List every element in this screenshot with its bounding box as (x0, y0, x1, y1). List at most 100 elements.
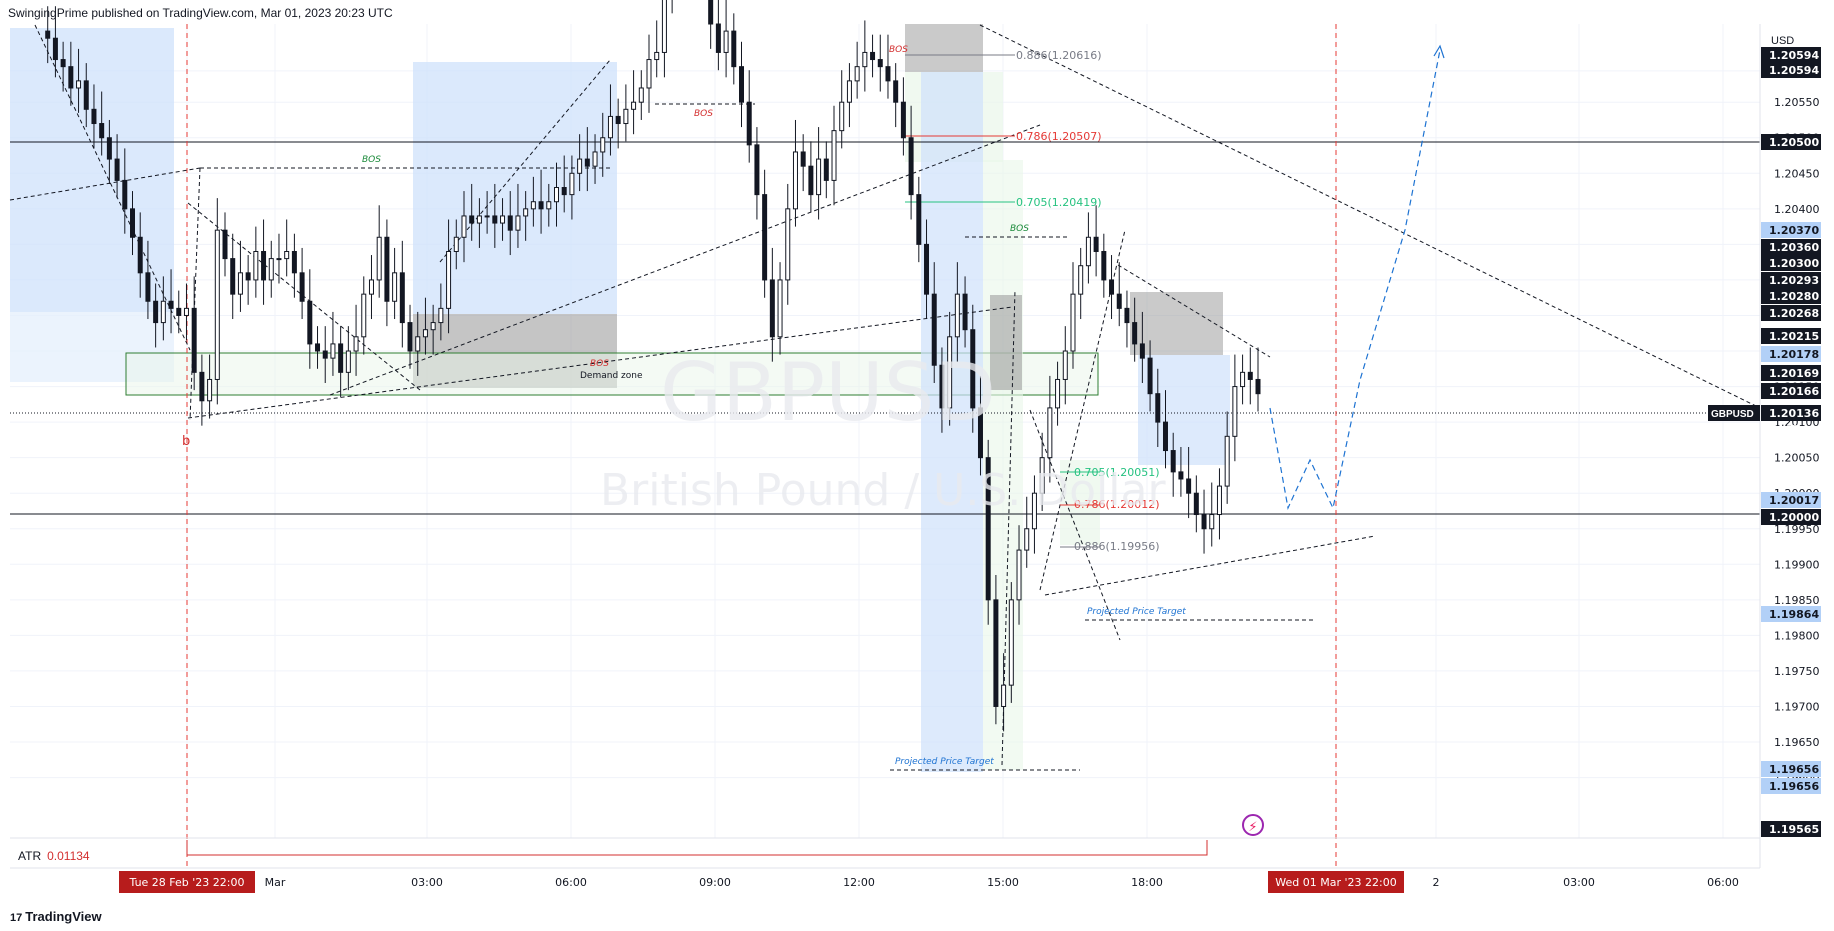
atr-name: ATR (18, 849, 42, 863)
candle-up (353, 336, 359, 352)
tradingview-logo-icon: 17 (10, 912, 23, 924)
candle-up (430, 322, 436, 331)
time-tick-label: 2 (1433, 876, 1440, 889)
candle-up (947, 336, 953, 409)
price-tag-bg (1761, 134, 1821, 150)
price-tag-label: 1.19864 (1769, 608, 1819, 621)
candle-down (168, 300, 174, 309)
candle-up (1070, 293, 1076, 352)
candle-up (1232, 386, 1238, 437)
price-tag-bg (1761, 62, 1821, 78)
candle-up (345, 350, 351, 373)
candle-down (893, 80, 899, 103)
time-tick-label: 03:00 (1563, 876, 1595, 889)
candle-up (446, 250, 452, 309)
price-tick-label: 1.19650 (1774, 736, 1820, 749)
price-tick-label: 1.20550 (1774, 96, 1820, 109)
candle-down (916, 194, 922, 245)
watermark-symbol: GBPUSD (660, 346, 996, 439)
atr-value: 0.01134 (47, 849, 90, 863)
price-tag-bg (1761, 272, 1821, 288)
price-tag-label: 1.20280 (1769, 290, 1819, 303)
candle-down (106, 137, 112, 160)
price-tag-bg (1761, 606, 1821, 622)
candle-down (492, 215, 498, 224)
candle-up (646, 59, 652, 89)
price-tag-label: 1.20500 (1769, 136, 1819, 149)
bos-label: BOS (362, 155, 381, 165)
candle-up (253, 250, 259, 281)
price-tag-label: 1.20000 (1769, 511, 1819, 524)
candle-down (338, 343, 344, 373)
projection-path (1269, 49, 1441, 510)
price-tag-label: 1.20300 (1769, 257, 1819, 270)
candle-up (207, 378, 213, 402)
candle-down (715, 23, 721, 53)
projected-target-label: Projected Price Target (1087, 607, 1186, 617)
time-tick-label: Wed 01 Mar '23 22:00 (1275, 876, 1396, 889)
fib-label: 0.886(1.19956) (1074, 540, 1160, 553)
candle-down (769, 279, 775, 338)
candle-up (368, 279, 374, 295)
atr-line (186, 840, 1208, 856)
candle-up (476, 215, 482, 224)
price-tag-label: 1.20594 (1769, 49, 1819, 62)
candle-up (600, 137, 606, 153)
annotation-labels: BOS BOS BOS BOS BOS Demand zone Projecte… (182, 45, 1186, 767)
candle-up (1055, 378, 1061, 409)
candle-down (191, 307, 197, 373)
candle-up (607, 115, 613, 139)
candle-up (1085, 236, 1091, 267)
price-tick-label: 1.19850 (1774, 594, 1820, 607)
candle-down (114, 158, 120, 181)
candle-down (153, 300, 159, 324)
watermark-description: British Pound / U.S. Dollar (600, 465, 1166, 516)
candle-up (569, 172, 575, 196)
price-tick-label: 1.19800 (1774, 629, 1820, 642)
price-tick-label: 1.19950 (1774, 523, 1820, 536)
candle-down (939, 364, 945, 409)
lightning-icon[interactable]: ⚡ (1242, 814, 1264, 836)
tradingview-footer[interactable]: 17 TradingView (10, 909, 102, 924)
candle-down (739, 66, 745, 103)
trendlines (9, 24, 1761, 771)
candle-up (577, 158, 583, 174)
candle-down (561, 187, 567, 196)
candle-down (307, 300, 313, 345)
candle-up (268, 258, 274, 281)
candle-up (1240, 371, 1246, 388)
candle-down (261, 250, 267, 281)
fib-label: 0.786(1.20507) (1016, 130, 1102, 143)
blue-zone (10, 28, 174, 312)
gray-zone (1130, 292, 1223, 355)
atr-legend: ATR 0.01134 (18, 849, 90, 863)
candle-up (777, 279, 783, 338)
candle-down (245, 272, 251, 281)
price-tag-bg (1761, 778, 1821, 794)
candle-up (160, 300, 166, 324)
candle-up (1209, 514, 1215, 530)
candle-down (985, 457, 991, 601)
candle-down (584, 158, 590, 167)
fib-label: 0.886(1.20616) (1016, 49, 1102, 62)
candle-up (1024, 528, 1030, 551)
candle-down (1247, 371, 1253, 380)
candle-up (453, 236, 459, 252)
candle-up (654, 51, 660, 61)
price-tag-bg (1761, 821, 1821, 837)
price-tag-label: 1.20268 (1769, 307, 1819, 320)
price-tag-bg (1761, 222, 1821, 238)
candle-up (461, 215, 467, 238)
time-tick-label: 15:00 (987, 876, 1019, 889)
symbol-tag-bg (1708, 405, 1760, 421)
countdown: 01:37 (1772, 424, 1797, 435)
candle-up (839, 101, 845, 132)
candle-up (500, 215, 506, 224)
candle-up (723, 30, 729, 53)
candle-down (137, 236, 143, 274)
candle-down (708, 0, 714, 25)
price-tags: 1.20594 1.20594 1.20500 1.20370 1.20360 1.203… (1761, 47, 1821, 837)
candle-down (977, 407, 983, 459)
candle-up (792, 151, 798, 210)
